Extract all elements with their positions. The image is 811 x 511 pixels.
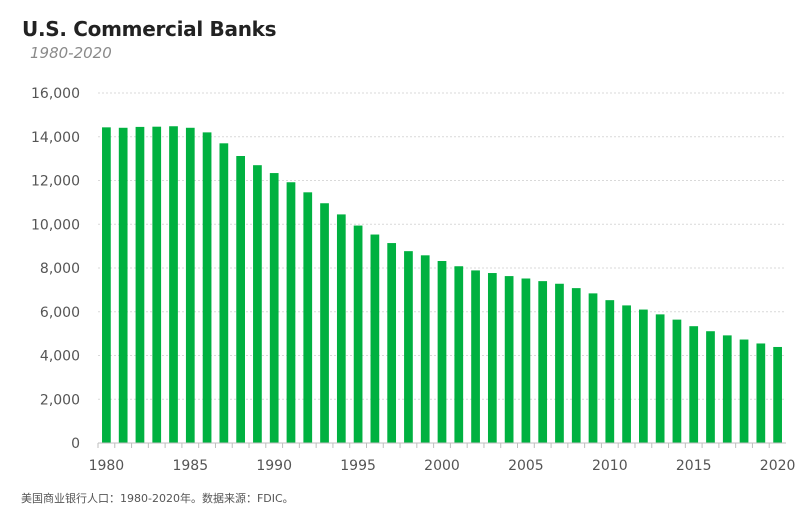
bar-1994 <box>336 214 346 443</box>
bar-1999 <box>420 255 430 443</box>
bar-2014 <box>672 319 682 443</box>
bar-2009 <box>588 293 598 443</box>
bar-1989 <box>253 165 262 443</box>
x-tick-label: 1985 <box>172 458 208 474</box>
x-axis <box>97 442 786 448</box>
x-tick-label: 2020 <box>760 458 796 474</box>
bar-1996 <box>370 234 380 443</box>
bar-2001 <box>454 266 464 443</box>
y-tick-label: 16,000 <box>31 86 80 102</box>
bar-1983 <box>152 126 162 443</box>
bar-2002 <box>471 270 480 443</box>
bar-2019 <box>756 343 766 443</box>
bar-2003 <box>487 273 497 443</box>
chart-subtitle: 1980-2020 <box>30 44 112 62</box>
bar-1987 <box>219 143 229 443</box>
x-tick-label: 2005 <box>508 458 544 474</box>
bar-2007 <box>555 283 564 443</box>
bar-1998 <box>404 251 413 443</box>
bar-1981 <box>118 127 128 443</box>
y-tick-label: 0 <box>71 436 80 452</box>
y-tick-label: 6,000 <box>40 305 80 321</box>
y-tick-label: 12,000 <box>31 174 80 190</box>
x-tick-label: 2010 <box>592 458 628 474</box>
chart-caption: 美国商业银行人口：1980-2020年。数据来源：FDIC。 <box>21 492 294 505</box>
bar-2008 <box>571 288 581 443</box>
bar-2004 <box>504 276 514 443</box>
bar-2010 <box>605 300 615 443</box>
bar-2015 <box>689 326 699 443</box>
bar-1986 <box>202 132 212 443</box>
bar-2016 <box>706 331 715 443</box>
bar-2000 <box>437 261 447 443</box>
x-tick-label: 2000 <box>424 458 460 474</box>
bar-1985 <box>185 127 195 443</box>
y-tick-label: 2,000 <box>40 392 80 408</box>
bar-2006 <box>538 281 548 443</box>
bar-1982 <box>135 126 145 443</box>
y-tick-label: 8,000 <box>40 261 80 277</box>
bar-1988 <box>236 156 245 443</box>
bar-1993 <box>320 203 329 443</box>
bar-2011 <box>622 305 631 443</box>
bar-1984 <box>169 126 178 443</box>
y-tick-label: 10,000 <box>31 217 80 233</box>
chart-title: U.S. Commercial Banks <box>22 17 277 41</box>
y-tick-labels: 0 2,000 4,000 6,000 8,000 10,000 12,000 14,000 1… <box>31 86 80 452</box>
bars <box>102 126 782 443</box>
y-tick-label: 14,000 <box>31 130 80 146</box>
x-tick-label: 1980 <box>89 458 125 474</box>
bar-2005 <box>521 278 531 443</box>
bar-1990 <box>269 173 279 443</box>
bar-1997 <box>387 243 397 443</box>
bar-1991 <box>286 182 296 443</box>
bar-2013 <box>655 314 665 443</box>
bar-1995 <box>353 225 363 443</box>
x-tick-label: 1990 <box>256 458 292 474</box>
bar-1980 <box>102 127 111 443</box>
bar-2017 <box>722 335 732 443</box>
x-tick-label: 2015 <box>676 458 712 474</box>
bar-2018 <box>739 339 749 443</box>
bar-2020 <box>773 346 782 443</box>
bar-1992 <box>303 192 313 443</box>
x-tick-label: 1995 <box>340 458 376 474</box>
y-tick-label: 4,000 <box>40 349 80 365</box>
x-tick-labels: 1980 1985 1990 1995 2000 2005 2010 2015 2020 <box>89 458 796 474</box>
bar-2012 <box>639 309 648 443</box>
bar-chart: 0 2,000 4,000 6,000 8,000 10,000 12,000 14,000 1… <box>31 86 796 474</box>
